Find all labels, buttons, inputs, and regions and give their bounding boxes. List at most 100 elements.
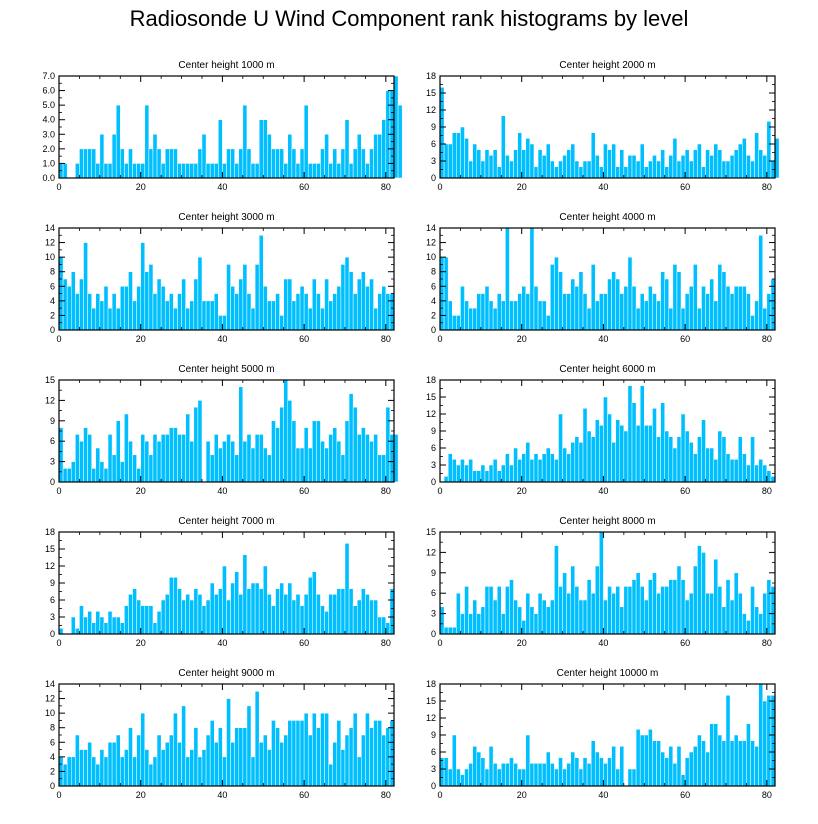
histogram-bar <box>287 134 293 179</box>
y-tick-label: 8 <box>50 723 55 733</box>
histogram-bar <box>737 286 743 331</box>
histogram-bar <box>705 149 710 179</box>
y-tick-label: 12 <box>426 547 436 557</box>
histogram-bar <box>472 307 478 331</box>
histogram-bar <box>607 413 612 483</box>
histogram-bar <box>111 742 117 787</box>
histogram-bar <box>75 434 80 483</box>
histogram-bar <box>660 402 665 483</box>
histogram-bar <box>684 149 690 179</box>
histogram-bar <box>468 307 473 331</box>
histogram-bar <box>578 768 584 787</box>
histogram-bar <box>307 734 313 787</box>
histogram-bar <box>197 756 203 787</box>
histogram-bar <box>770 476 776 483</box>
histogram-bar <box>238 278 244 331</box>
histogram-bar <box>299 286 305 331</box>
histogram-bar <box>344 256 350 331</box>
histogram-bar <box>545 315 551 331</box>
y-tick-label: 12 <box>426 713 436 723</box>
histogram-bar <box>222 315 227 331</box>
histogram-bar <box>340 264 346 331</box>
histogram-bar <box>541 453 547 483</box>
histogram-bar <box>586 160 592 179</box>
histogram-bar <box>525 592 531 635</box>
histogram-bar <box>578 271 584 331</box>
y-tick-label: 0 <box>431 173 436 183</box>
histogram-bar <box>320 712 325 787</box>
histogram-bar <box>307 447 313 483</box>
histogram-bar <box>447 143 453 179</box>
x-tick-label: 0 <box>56 790 61 800</box>
histogram-bar <box>148 763 154 787</box>
histogram-bar <box>205 599 211 635</box>
histogram-bar <box>124 413 129 483</box>
histogram-bar <box>737 436 743 483</box>
histogram-bar <box>509 464 514 483</box>
x-tick-label: 20 <box>136 638 146 648</box>
histogram-bar <box>111 616 117 635</box>
histogram-bar <box>770 695 776 787</box>
histogram-bar <box>397 104 403 179</box>
histogram-bar <box>164 148 170 179</box>
histogram-bar <box>533 613 539 635</box>
histogram-bar <box>484 470 490 483</box>
histogram-bar <box>209 163 215 179</box>
histogram-bar <box>275 148 280 179</box>
y-tick-label: 3 <box>431 764 436 774</box>
histogram-bar <box>464 586 469 635</box>
histogram-bar <box>348 727 354 787</box>
histogram-bar <box>550 264 555 331</box>
histogram-bar <box>558 586 563 635</box>
histogram-bar <box>676 565 682 635</box>
histogram-bar <box>464 138 469 179</box>
histogram-bar <box>766 579 772 635</box>
histogram-bar <box>332 594 338 635</box>
histogram-bar <box>652 408 657 483</box>
histogram-bar <box>373 307 378 331</box>
y-tick-label: 0 <box>50 629 55 639</box>
histogram-bar <box>287 720 293 787</box>
histogram-bar <box>91 307 97 331</box>
histogram-bar <box>79 749 84 787</box>
main-title: Radiosonde U Wind Component rank histogr… <box>129 6 689 31</box>
histogram-bar <box>750 436 755 483</box>
histogram-bar <box>725 579 731 635</box>
y-tick-label: 14 <box>45 679 55 689</box>
y-tick-label: 18 <box>426 375 436 385</box>
histogram-bar <box>213 434 219 483</box>
histogram-bar <box>513 300 518 331</box>
histogram-bar <box>505 155 510 179</box>
histogram-bar <box>562 293 567 331</box>
histogram-bar <box>648 160 653 179</box>
histogram-bar <box>468 160 473 179</box>
histogram-bar <box>87 434 92 483</box>
histogram-bar <box>156 278 162 331</box>
histogram-bar <box>332 427 338 483</box>
histogram-bar <box>267 749 272 787</box>
histogram-bar <box>717 734 723 787</box>
y-tick-label: 9 <box>50 578 55 588</box>
histogram-bar <box>599 531 604 635</box>
histogram-bar <box>279 148 284 179</box>
histogram-bar <box>529 459 535 483</box>
histogram-bar <box>586 430 592 483</box>
histogram-bar <box>721 606 727 635</box>
histogram-bar <box>660 586 665 635</box>
histogram-bar <box>709 723 714 787</box>
y-tick-label: 8 <box>431 267 436 277</box>
histogram-bar <box>505 453 510 483</box>
histogram-bar <box>697 734 702 787</box>
y-tick-label: 15 <box>426 392 436 402</box>
histogram-bar <box>545 606 551 635</box>
histogram-bar <box>287 400 293 483</box>
histogram-bar <box>344 734 350 787</box>
histogram-bar <box>566 453 571 483</box>
histogram-bar <box>619 746 625 787</box>
histogram-bar <box>197 594 203 635</box>
x-tick-label: 80 <box>381 638 391 648</box>
histogram-bar <box>230 582 235 635</box>
histogram-bar <box>164 300 170 331</box>
histogram-bar <box>472 599 478 635</box>
histogram-bar <box>550 599 555 635</box>
